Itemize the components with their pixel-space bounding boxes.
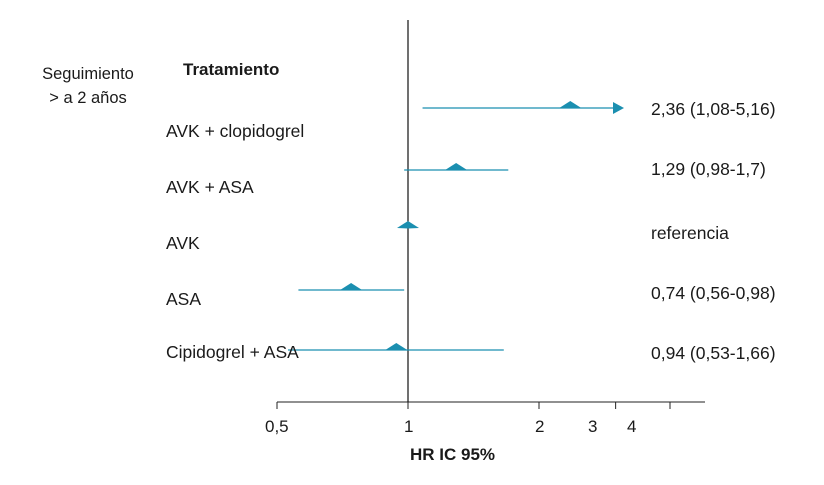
row-label: AVK + ASA bbox=[166, 177, 254, 197]
marks-layer bbox=[288, 101, 624, 351]
x-tick-label: 1 bbox=[404, 417, 414, 436]
x-tick-label: 2 bbox=[535, 417, 545, 436]
x-tick-label: 3 bbox=[588, 417, 598, 436]
point-estimate-marker bbox=[397, 221, 419, 229]
row-value: 1,29 (0,98-1,7) bbox=[651, 159, 766, 179]
row-value: 2,36 (1,08-5,16) bbox=[651, 99, 776, 119]
column-header: Tratamiento bbox=[183, 60, 280, 79]
x-tick-label: 0,5 bbox=[265, 417, 289, 436]
row-label: AVK bbox=[166, 233, 200, 253]
x-axis-label: HR IC 95% bbox=[410, 445, 496, 464]
row-value: referencia bbox=[651, 223, 729, 243]
ci-arrow bbox=[613, 102, 624, 114]
row-label: ASA bbox=[166, 289, 202, 309]
row-value: 0,74 (0,56-0,98) bbox=[651, 283, 776, 303]
axis-layer bbox=[276, 20, 705, 409]
row-label: Cipidogrel + ASA bbox=[166, 342, 299, 362]
row-label: AVK + clopidogrel bbox=[166, 121, 305, 141]
x-tick-label: 4 bbox=[627, 417, 637, 436]
point-estimate-marker bbox=[385, 343, 408, 351]
point-estimate-marker bbox=[340, 283, 363, 291]
row-group-label: Seguimiento > a 2 años bbox=[42, 65, 134, 107]
point-estimate-marker bbox=[445, 163, 468, 171]
row-value: 0,94 (0,53-1,66) bbox=[651, 343, 776, 363]
point-estimate-marker bbox=[559, 101, 582, 109]
